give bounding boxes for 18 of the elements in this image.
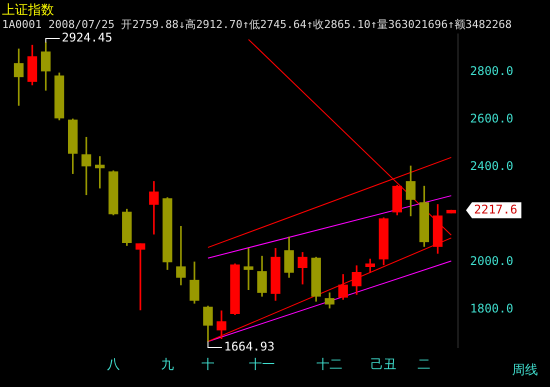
x-tick-label: 己丑 (370, 358, 397, 373)
x-tick-label: 十一 (249, 358, 276, 373)
x-tick-label: 二 (418, 358, 431, 373)
chart-subtitle: 1A0001 2008/07/25 开2759.88↓高2912.70↑低2745.64↑收2865.10↑量363021696↑额3482268 (2, 17, 512, 32)
x-tick-label: 十 (201, 358, 214, 373)
annotation: 1664.93 (224, 340, 275, 354)
y-tick-label: 2600.0 (470, 112, 514, 126)
y-tick-label: 1800.0 (470, 302, 514, 316)
annotation: 2924.45 (62, 30, 112, 45)
text: 2217.6 (474, 202, 518, 216)
y-tick-label: 2800.0 (470, 64, 514, 78)
x-tick-label: 八 (106, 358, 120, 373)
x-tick-label: 十二 (316, 358, 343, 373)
y-tick-label: 2400.0 (470, 159, 514, 174)
y-tick-label: 2000.0 (470, 254, 514, 268)
chart-title: 上证指数 (2, 2, 54, 19)
x-axis-title: 周线 (512, 362, 538, 379)
x-tick-label: 九 (160, 358, 174, 373)
